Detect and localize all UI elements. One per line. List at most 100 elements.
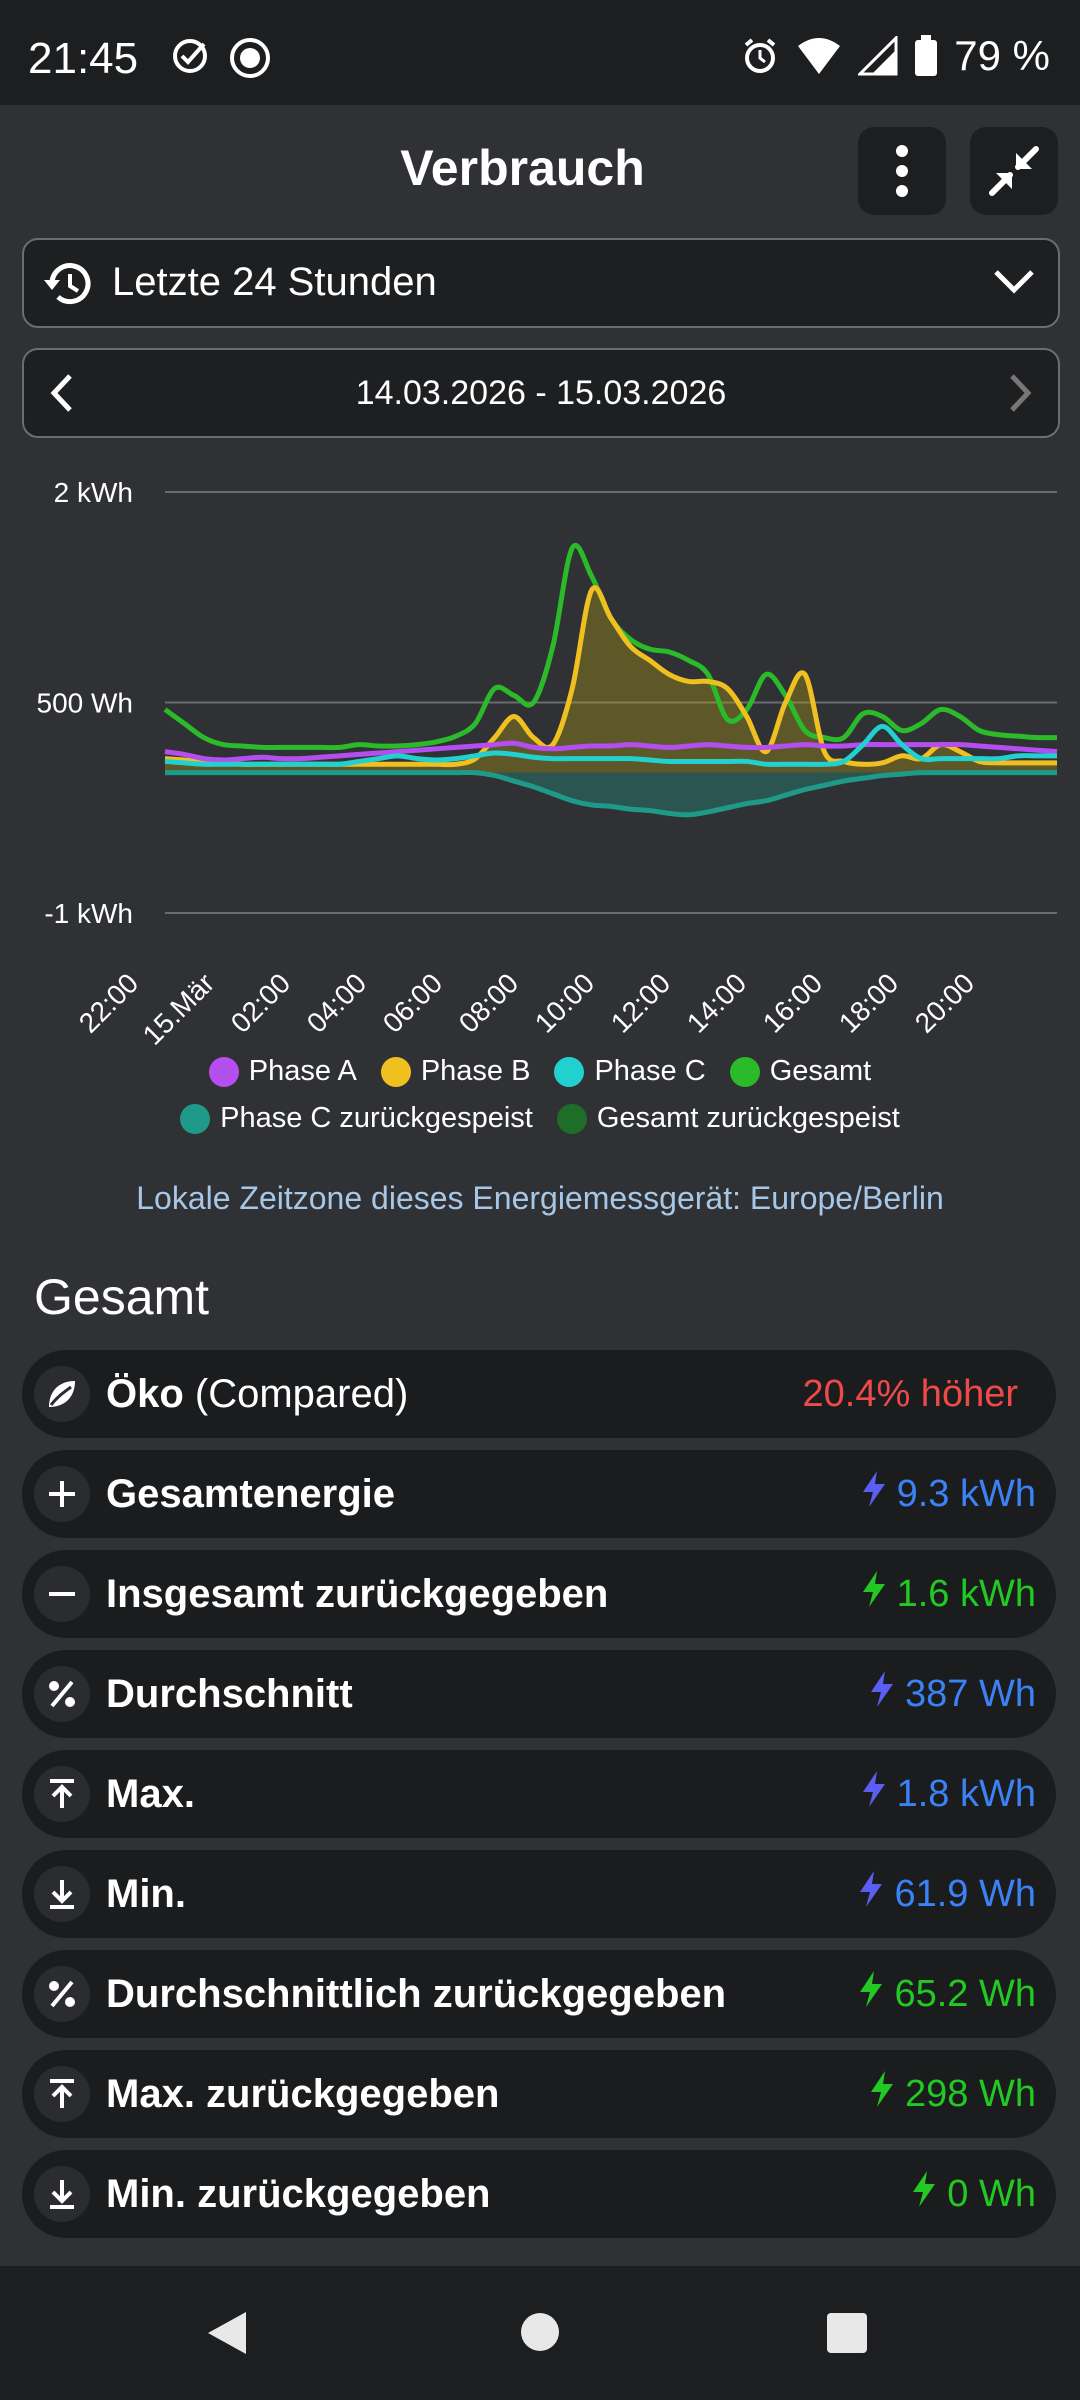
- page-title: Verbrauch: [400, 140, 645, 196]
- more-vert-icon: [896, 145, 908, 197]
- legend-item[interactable]: Gesamt zurückgespeist: [556, 1102, 900, 1135]
- series-line-phase-c-zur-ckgespeist: [165, 769, 1057, 818]
- stat-label: Min.: [106, 1872, 186, 1917]
- back-icon[interactable]: [204, 2310, 248, 2356]
- stat-row[interactable]: Max. 1.8 kWh: [22, 1750, 1056, 1838]
- legend-label: Gesamt zurückgespeist: [596, 1102, 900, 1134]
- legend-row: Phase C zurückgespeist Gesamt zurückgespe…: [0, 1102, 1080, 1135]
- legend-item[interactable]: Phase C: [554, 1055, 706, 1088]
- chevron-down-icon: [994, 270, 1034, 294]
- arrow-up-to-line-icon: [34, 2066, 90, 2122]
- minimize-arrows-icon: [989, 146, 1039, 196]
- stat-label-text: Max.: [106, 1771, 195, 1816]
- stat-label: Min. zurückgegeben: [106, 2172, 491, 2217]
- stat-value: 0 Wh: [909, 2169, 1036, 2219]
- stat-row[interactable]: Gesamtenergie 9.3 kWh: [22, 1450, 1056, 1538]
- recents-icon[interactable]: [826, 2312, 868, 2354]
- stat-label: Durchschnittlich zurückgegeben: [106, 1972, 726, 2017]
- stat-value: 61.9 Wh: [856, 1869, 1036, 1919]
- x-tick-label: 02:00: [225, 967, 296, 1038]
- next-range-button[interactable]: [994, 368, 1044, 418]
- x-tick-label: 20:00: [909, 967, 980, 1038]
- record-icon: [230, 38, 270, 78]
- stat-label: Durchschnitt: [106, 1672, 353, 1717]
- arrow-down-to-line-icon: [34, 1866, 90, 1922]
- more-options-button[interactable]: [858, 127, 946, 215]
- home-icon[interactable]: [520, 2312, 560, 2352]
- date-range-label: 14.03.2026 - 15.03.2026: [355, 374, 727, 412]
- x-tick-label: 16:00: [757, 967, 828, 1038]
- wifi-icon: [798, 38, 841, 74]
- stat-row[interactable]: Insgesamt zurückgegeben 1.6 kWh: [22, 1550, 1056, 1638]
- stat-value-text: 65.2 Wh: [894, 1972, 1036, 2015]
- period-select-value: Letzte 24 Stunden: [112, 260, 437, 304]
- percent-icon: [34, 1666, 90, 1722]
- legend-item[interactable]: Phase C zurückgespeist: [180, 1102, 533, 1135]
- percent-icon: [34, 1966, 90, 2022]
- stat-row[interactable]: Min. 61.9 Wh: [22, 1850, 1056, 1938]
- legend-item[interactable]: Gesamt: [729, 1055, 872, 1088]
- stat-value-text: 61.9 Wh: [894, 1872, 1036, 1915]
- stat-label: Gesamtenergie: [106, 1472, 395, 1517]
- y-tick-label: -1 kWh: [44, 898, 133, 929]
- stat-label-text: Öko: [106, 1371, 184, 1416]
- status-right-icons: 79 %: [740, 32, 1050, 80]
- stat-value-text: 1.6 kWh: [896, 1572, 1036, 1615]
- arrow-down-to-line-icon: [34, 2166, 90, 2222]
- legend-item[interactable]: Phase A: [208, 1055, 357, 1088]
- bolt-icon: [867, 1669, 897, 1719]
- x-tick-label: 10:00: [529, 967, 600, 1038]
- status-left-icons: [170, 36, 272, 80]
- stat-value-text: 298 Wh: [905, 2072, 1036, 2115]
- stat-row[interactable]: Öko (Compared) 20.4% höher: [22, 1350, 1056, 1438]
- stat-value-text: 0 Wh: [947, 2172, 1036, 2215]
- status-time: 21:45: [28, 34, 139, 83]
- series-line-phase-c: [164, 723, 1057, 767]
- battery-percent: 79 %: [954, 32, 1050, 79]
- period-select[interactable]: Letzte 24 Stunden: [22, 238, 1060, 328]
- previous-range-button[interactable]: [38, 368, 88, 418]
- stat-value: 1.8 kWh: [859, 1769, 1036, 1819]
- y-tick-label: 2 kWh: [54, 477, 133, 508]
- stat-value-text: 20.4% höher: [802, 1372, 1019, 1415]
- legend-swatch: [554, 1056, 585, 1087]
- legend-label: Gesamt: [769, 1055, 872, 1087]
- series-line-phase-a: [164, 740, 1058, 763]
- legend-swatch: [208, 1056, 239, 1087]
- alarm-icon: [744, 38, 776, 73]
- section-title: Gesamt: [34, 1269, 210, 1325]
- stat-row[interactable]: Durchschnitt 387 Wh: [22, 1650, 1056, 1738]
- legend-label: Phase A: [248, 1055, 357, 1087]
- signal-icon: [858, 36, 898, 76]
- x-tick-label: 14:00: [681, 967, 752, 1038]
- x-tick-label: 06:00: [377, 967, 448, 1038]
- stat-value: 298 Wh: [867, 2069, 1036, 2119]
- bolt-icon: [856, 1869, 886, 1919]
- x-tick-label: 15.Mär: [137, 967, 221, 1051]
- legend-label: Phase C: [594, 1055, 706, 1087]
- history-icon: [44, 263, 91, 305]
- plus-icon: [34, 1466, 90, 1522]
- stat-label-text: Durchschnittlich zurückgegeben: [106, 1971, 727, 2016]
- chevron-left-icon: [50, 374, 72, 412]
- stat-label-text: Min.: [106, 1871, 186, 1916]
- legend-item[interactable]: Phase B: [380, 1055, 531, 1088]
- legend-label: Phase B: [420, 1055, 531, 1087]
- stat-row[interactable]: Min. zurückgegeben 0 Wh: [22, 2150, 1056, 2238]
- x-tick-label: 18:00: [833, 967, 904, 1038]
- leaf-icon: [34, 1366, 90, 1422]
- bolt-icon: [859, 1469, 889, 1519]
- collapse-button[interactable]: [970, 127, 1058, 215]
- stat-row[interactable]: Max. zurückgegeben 298 Wh: [22, 2050, 1056, 2138]
- stat-label-text: Gesamtenergie: [106, 1471, 396, 1516]
- chart-legend: Phase A Phase B Phase C Gesamt Phase C zurüc…: [0, 1055, 1080, 1149]
- minus-icon: [34, 1566, 90, 1622]
- stat-row[interactable]: Durchschnittlich zurückgegeben 65.2 Wh: [22, 1950, 1056, 2038]
- date-range-bar: 14.03.2026 - 15.03.2026: [22, 348, 1060, 438]
- stat-value: 1.6 kWh: [859, 1569, 1036, 1619]
- check-circle-icon: [173, 39, 207, 73]
- stat-label: Insgesamt zurückgegeben: [106, 1572, 608, 1617]
- bolt-icon: [909, 2169, 939, 2219]
- arrow-up-to-line-icon: [34, 1766, 90, 1822]
